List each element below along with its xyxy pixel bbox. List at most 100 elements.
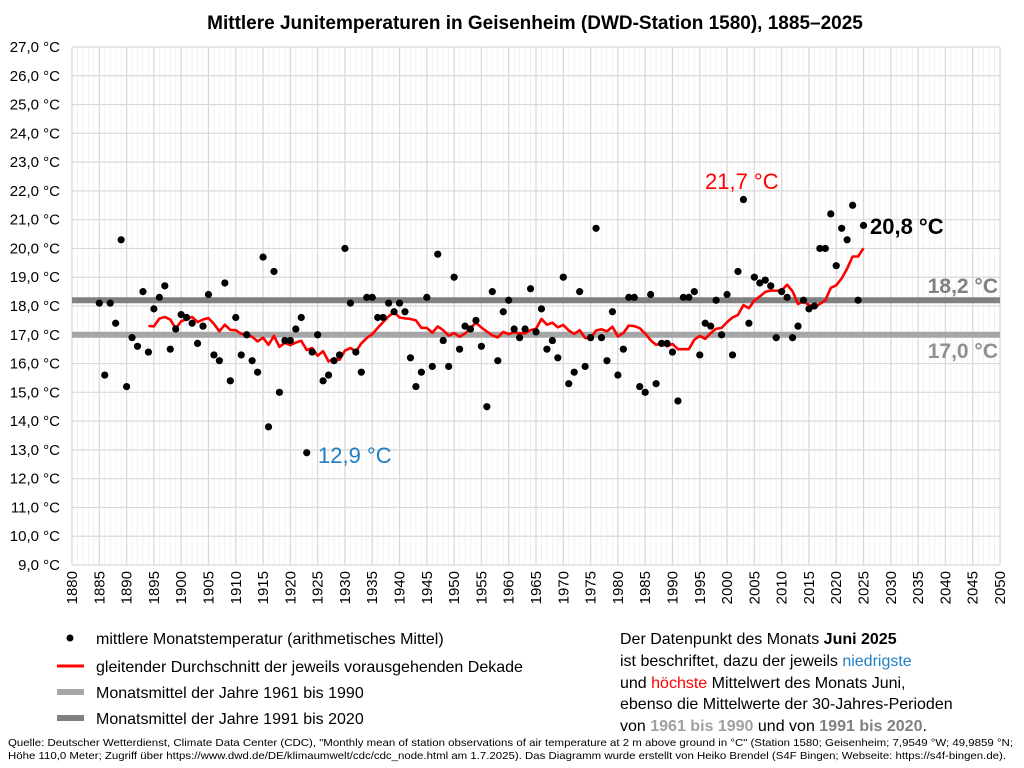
data-point xyxy=(428,362,436,371)
data-point xyxy=(619,345,627,353)
x-tick-label: 2025 xyxy=(856,571,873,604)
legend-label-1991-2020: Monatsmittel der Jahre 1991 bis 2020 xyxy=(96,711,364,728)
x-tick-label: 2035 xyxy=(910,571,927,604)
data-point xyxy=(674,397,682,405)
x-tick-label: 1885 xyxy=(91,571,108,604)
y-tick-label: 22,0 °C xyxy=(10,183,60,200)
data-point xyxy=(346,299,354,307)
y-tick-label: 15,0 °C xyxy=(10,384,60,401)
data-point xyxy=(734,267,742,276)
data-point xyxy=(357,368,365,376)
data-point xyxy=(401,308,409,316)
x-axis-ticks: 1880 1885 1890 1895 1900 1905 1910 1915 1920 1925… xyxy=(64,571,1009,604)
x-tick-label: 1895 xyxy=(146,571,163,604)
data-point xyxy=(455,345,464,353)
data-point xyxy=(794,322,802,330)
data-point xyxy=(521,325,529,333)
data-point xyxy=(101,371,109,379)
data-point xyxy=(423,293,431,301)
x-tick-label: 1915 xyxy=(255,571,272,604)
legend-label-average: gleitender Durchschnitt der jeweils vora… xyxy=(96,659,523,676)
annotation-1961-1990: 17,0 °C xyxy=(928,340,998,363)
data-point xyxy=(417,368,425,376)
data-point xyxy=(630,293,638,301)
data-point xyxy=(756,279,764,287)
data-point xyxy=(788,334,797,342)
data-point xyxy=(226,377,234,385)
y-tick-label: 14,0 °C xyxy=(10,413,60,430)
data-point xyxy=(210,351,218,359)
data-point xyxy=(232,313,240,322)
data-point xyxy=(385,299,393,307)
x-tick-label: 1955 xyxy=(473,571,490,604)
data-point xyxy=(379,313,387,322)
data-point xyxy=(565,380,573,388)
data-point xyxy=(838,224,846,232)
data-point xyxy=(832,262,840,270)
legend-point-marker xyxy=(66,634,74,642)
y-axis-ticks: 9,0 °C 10,0 °C 11,0 °C 12,0 °C 13,0 °C 14,0 °… xyxy=(10,39,60,574)
data-point xyxy=(466,325,475,333)
data-point xyxy=(286,336,294,345)
data-point xyxy=(761,276,769,284)
data-point xyxy=(477,342,486,350)
data-point xyxy=(161,282,169,290)
data-point xyxy=(335,351,344,359)
legend: mittlere Monatstemperatur (arithmetische… xyxy=(57,631,523,728)
x-tick-label: 1880 xyxy=(64,571,81,604)
annotation-1991-2020: 18,2 °C xyxy=(928,275,998,298)
x-tick-label: 1930 xyxy=(337,571,354,604)
y-tick-label: 11,0 °C xyxy=(11,499,60,516)
data-point xyxy=(188,319,196,327)
x-tick-label: 2040 xyxy=(937,571,954,604)
data-point xyxy=(390,308,398,316)
data-point xyxy=(499,308,507,316)
data-point xyxy=(827,210,835,218)
data-point xyxy=(510,325,518,333)
data-point xyxy=(614,371,622,379)
data-point xyxy=(772,334,780,342)
chart-title: Mittlere Junitemperaturen in Geisenheim … xyxy=(207,13,863,34)
data-point xyxy=(264,423,273,431)
note-highlight-1991-2020: 1991 bis 2020 xyxy=(819,718,922,735)
data-point xyxy=(199,322,207,330)
data-point xyxy=(133,342,142,350)
data-point xyxy=(849,201,857,209)
data-point xyxy=(516,334,524,342)
data-point xyxy=(106,299,114,307)
y-tick-label: 19,0 °C xyxy=(10,269,60,286)
data-point xyxy=(172,325,180,333)
data-point xyxy=(723,290,731,299)
data-point xyxy=(117,236,125,244)
x-tick-label: 1980 xyxy=(610,571,627,604)
y-tick-label: 13,0 °C xyxy=(10,442,60,459)
x-tick-label: 1910 xyxy=(228,571,245,604)
data-point xyxy=(783,293,791,301)
data-point xyxy=(128,334,136,342)
data-point xyxy=(663,339,671,348)
x-tick-label: 1995 xyxy=(692,571,709,604)
x-tick-label: 2000 xyxy=(719,571,736,604)
x-tick-label: 1985 xyxy=(637,571,654,604)
data-point xyxy=(95,299,103,307)
source-line-1: Quelle: Deutscher Wetterdienst, Climate … xyxy=(8,737,1013,749)
x-tick-label: 1940 xyxy=(392,571,409,604)
data-point xyxy=(406,354,415,362)
data-point xyxy=(592,224,600,232)
x-tick-label: 1935 xyxy=(364,571,381,604)
data-point xyxy=(750,273,758,281)
data-point xyxy=(641,388,649,396)
x-tick-label: 2030 xyxy=(883,571,900,604)
data-point xyxy=(243,331,251,339)
data-point xyxy=(739,195,748,204)
x-tick-label: 2015 xyxy=(801,571,818,604)
data-point xyxy=(259,253,267,261)
data-point xyxy=(625,293,633,301)
data-point xyxy=(412,382,420,391)
data-point xyxy=(341,244,349,253)
data-point xyxy=(647,290,655,299)
data-point xyxy=(728,351,737,359)
svg-text:und höchste Mittelwert des Mon: und höchste Mittelwert des Monats Juni, xyxy=(620,675,905,692)
annotation-max: 21,7 °C xyxy=(705,169,779,194)
